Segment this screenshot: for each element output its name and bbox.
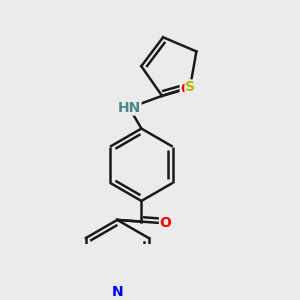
Text: N: N [111,285,123,299]
Text: O: O [160,216,171,230]
Text: O: O [180,82,192,96]
Text: HN: HN [118,101,141,115]
Text: S: S [185,80,195,94]
